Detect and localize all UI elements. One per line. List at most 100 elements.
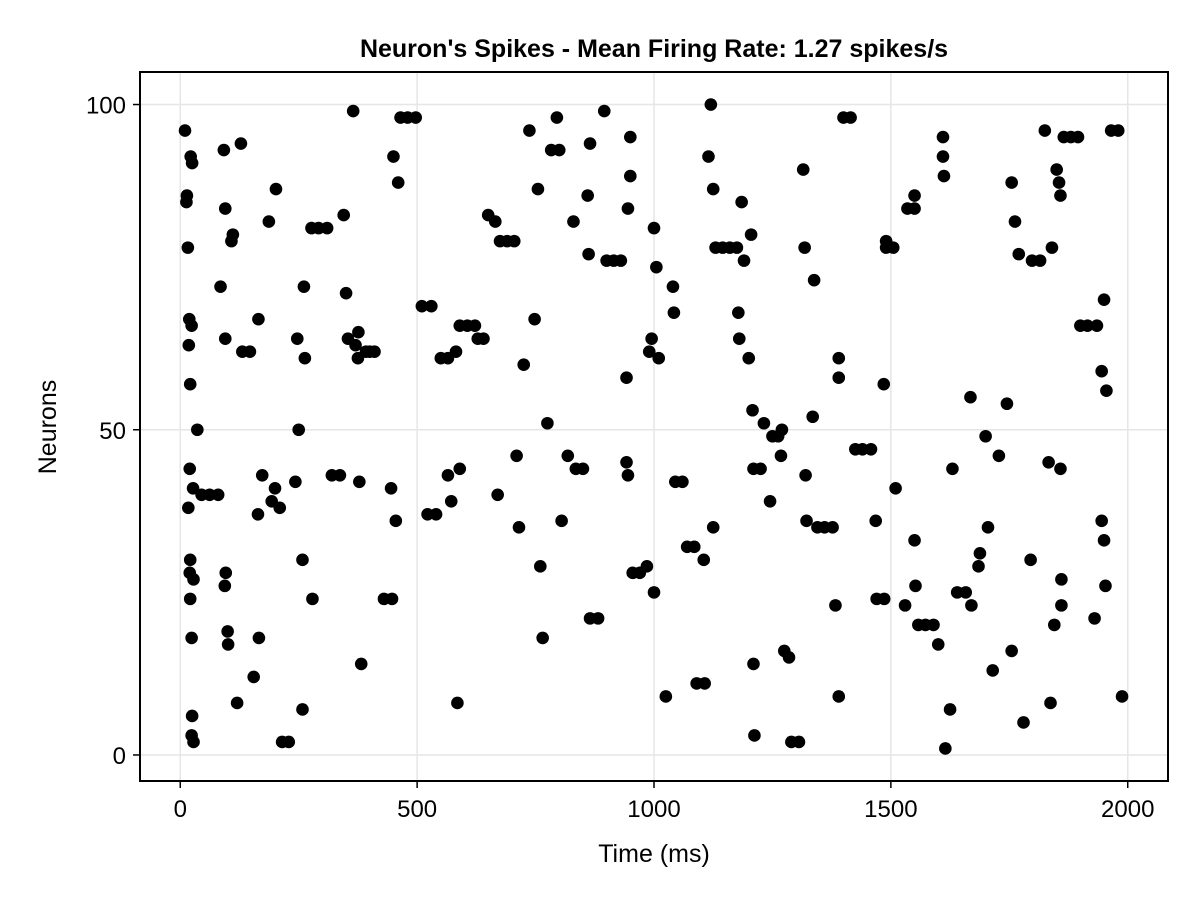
spike-point [247,670,260,684]
spike-point [185,709,199,723]
spike-point [889,481,902,495]
spike-point [775,423,789,437]
spike-point [296,703,309,716]
spike-point [1088,612,1101,625]
spike-point [555,514,568,528]
spike-point [385,592,399,606]
spike-point [1115,690,1129,703]
grid-lines [140,72,1168,781]
spike-point [992,449,1006,463]
spike-point [676,475,689,489]
spike-point [936,130,950,144]
spike-point [1111,124,1125,137]
spike-point [1038,124,1052,137]
spike-point [807,273,821,287]
x-axis-label: Time (ms) [598,840,710,868]
spike-point [624,130,637,144]
spike-point [552,143,566,157]
spike-point [898,599,912,612]
spike-point [531,182,545,196]
spike-point [624,169,637,183]
spike-point [507,234,521,248]
spike-point [491,488,504,502]
x-tick-label: 500 [397,796,437,823]
spike-point [180,189,194,202]
spike-point [352,325,365,339]
spike-point [614,254,628,267]
spike-point [182,338,196,352]
spike-point [908,189,921,202]
spike-point [354,657,368,671]
spike-point [806,410,820,424]
spike-point [186,481,200,495]
spike-point [292,423,306,437]
spike-point [796,163,810,176]
spike-point [698,677,711,690]
x-tick-label: 1500 [864,796,917,823]
spike-point [391,176,405,189]
spike-point [218,579,232,593]
spike-point [214,280,227,293]
spike-point [697,553,711,567]
y-axis-label: Neurons [34,380,62,475]
spike-point [512,521,526,534]
spike-point [477,332,490,345]
spike-point [1097,293,1111,306]
spike-point [647,586,661,599]
spike-point [384,481,398,495]
spike-point [706,182,720,196]
spike-point [591,612,605,625]
spike-point [782,651,796,664]
spike-point [746,403,759,417]
spike-point [561,449,575,463]
spike-point [187,573,200,586]
spike-point [620,455,633,469]
spike-point [251,508,265,521]
spike-point [226,228,240,241]
spike-point [528,312,541,326]
x-tick-label: 0 [174,796,187,823]
y-tick-label: 0 [113,743,126,770]
spike-point [877,592,891,606]
spike-point [289,475,302,489]
spike-point [650,260,663,274]
spike-point [800,514,813,528]
spike-point [937,169,951,183]
spike-point [191,423,204,437]
spike-point [183,462,197,476]
spike-point [183,592,197,606]
spike-point [1005,644,1018,658]
spike-point [534,560,547,573]
spike-point [269,182,283,196]
spike-point [829,599,842,612]
spike-point [282,735,296,749]
spike-point [1081,319,1094,332]
spike-points [178,98,1129,755]
spike-point [353,475,366,489]
spike-point [211,488,225,502]
spike-point [886,241,900,254]
spike-point [1042,455,1055,469]
spike-point [973,547,987,560]
spike-point [268,481,282,495]
axis-ticks: 0 500 1000 1500 2000 0 50 100 [86,93,1154,823]
spike-point [799,468,812,482]
spike-point [748,729,761,742]
spike-point [550,111,564,124]
spike-point [1097,534,1111,547]
spike-point [754,462,767,476]
spike-point [182,501,195,515]
spike-point [927,618,940,632]
spike-point [936,150,950,163]
spike-point [290,332,304,345]
spike-point [1048,618,1061,632]
spike-point [468,319,482,332]
spike-point [576,462,590,476]
spike-point [581,189,594,202]
spike-point [218,202,232,215]
spike-point [1005,176,1018,189]
spike-point [339,286,353,300]
spike-point [219,566,233,580]
spike-point [441,468,455,482]
spike-point [647,221,661,235]
